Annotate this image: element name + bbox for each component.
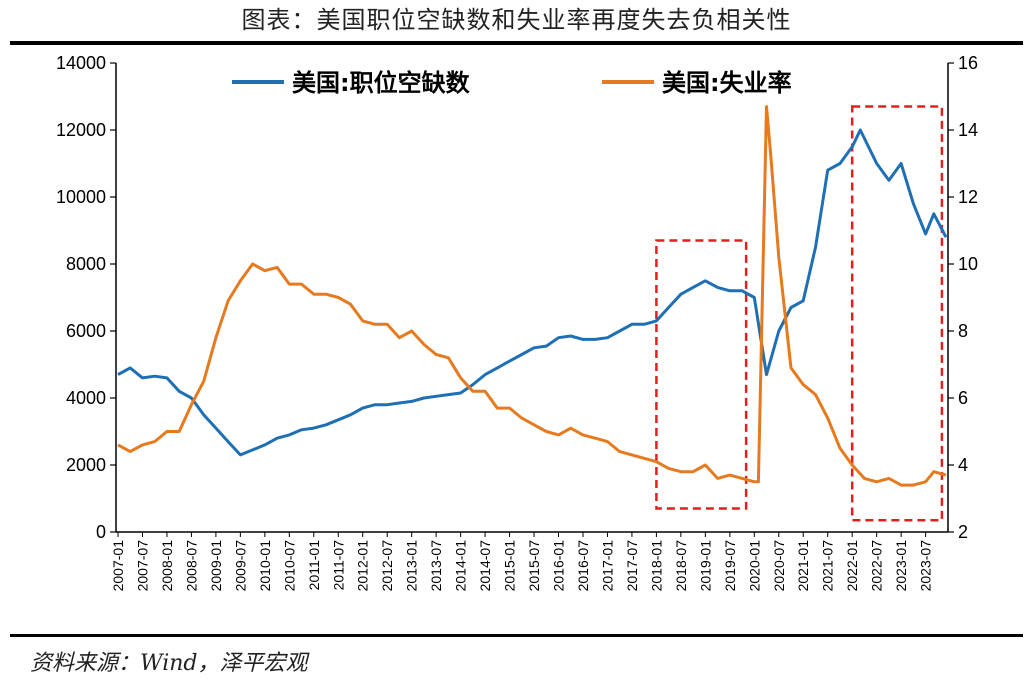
- left-tick-label: 10000: [56, 187, 106, 207]
- x-tick-label: 2017-01: [599, 540, 615, 592]
- legend-label: 美国:失业率: [662, 69, 792, 97]
- right-tick-label: 10: [958, 254, 978, 274]
- x-tick-label: 2016-07: [575, 540, 591, 592]
- left-tick-label: 6000: [66, 321, 106, 341]
- x-tick-label: 2012-07: [379, 540, 395, 592]
- left-tick-label: 0: [96, 522, 106, 542]
- line-chart: 0 2000 4000 6000 8000 10000 12000 14000 2 4 6 8 10 12…: [56, 53, 978, 591]
- right-tick-label: 2: [958, 522, 968, 542]
- x-tick-label: 2015-01: [502, 540, 518, 592]
- x-tick-label: 2014-07: [477, 540, 493, 592]
- unemployment-rate-line: [117, 105, 947, 487]
- x-tick-label: 2007-01: [110, 540, 126, 592]
- page-title: 图表：美国职位空缺数和失业率再度失去负相关性: [241, 6, 792, 34]
- x-tick-label: 2017-07: [624, 540, 640, 592]
- x-tick-label: 2020-07: [771, 540, 787, 592]
- x-tick-label: 2022-01: [844, 540, 860, 592]
- x-tick-label: 2019-01: [697, 540, 713, 592]
- footer-rule: [10, 634, 1023, 637]
- right-tick-label: 12: [958, 187, 978, 207]
- x-tick-label: 2011-07: [330, 540, 346, 591]
- legend-label: 美国:职位空缺数: [292, 69, 471, 97]
- source-note: 资料来源：Wind，泽平宏观: [30, 651, 308, 676]
- x-tick-label: 2021-07: [820, 540, 836, 592]
- x-tick-label: 2013-07: [428, 540, 444, 592]
- x-tick-label: 2009-01: [208, 540, 224, 592]
- x-tick-label: 2012-01: [355, 540, 371, 592]
- highlight-dashed-box: [850, 105, 944, 522]
- x-tick-label: 2011-01: [306, 540, 322, 591]
- x-tick-label: 2010-07: [281, 540, 297, 592]
- chart-axes: 0 2000 4000 6000 8000 10000 12000 14000 2 4 6 8 10 12…: [56, 53, 978, 591]
- x-tick-label: 2014-01: [453, 540, 469, 592]
- chart-series: [117, 105, 948, 487]
- x-tick-label: 2019-07: [722, 540, 738, 592]
- x-tick-label: 2015-07: [526, 540, 542, 592]
- right-tick-label: 8: [958, 321, 968, 341]
- title-rule: [10, 41, 1023, 45]
- x-tick-label: 2023-07: [918, 540, 934, 592]
- chart-legend: 美国:职位空缺数 美国:失业率: [232, 69, 792, 97]
- x-tick-label: 2016-01: [551, 540, 567, 592]
- x-tick-label: 2018-01: [648, 540, 664, 592]
- chart-annotations: [655, 105, 944, 522]
- x-tick-label: 2018-07: [673, 540, 689, 592]
- left-tick-label: 14000: [56, 53, 106, 73]
- right-tick-label: 16: [958, 53, 978, 73]
- left-tick-label: 2000: [66, 455, 106, 475]
- right-tick-label: 14: [958, 120, 978, 140]
- left-tick-label: 8000: [66, 254, 106, 274]
- x-tick-label: 2013-01: [404, 540, 420, 592]
- left-tick-label: 12000: [56, 120, 106, 140]
- x-tick-label: 2023-01: [893, 540, 909, 592]
- x-tick-label: 2010-01: [257, 540, 273, 592]
- x-tick-label: 2022-07: [869, 540, 885, 592]
- right-tick-label: 4: [958, 455, 968, 475]
- right-tick-label: 6: [958, 388, 968, 408]
- job-openings-line: [117, 128, 948, 457]
- x-tick-label: 2008-01: [159, 540, 175, 592]
- x-tick-label: 2007-07: [134, 540, 150, 592]
- left-tick-label: 4000: [66, 388, 106, 408]
- x-tick-label: 2009-07: [232, 540, 248, 592]
- x-tick-label: 2008-07: [183, 540, 199, 592]
- highlight-dashed-box: [655, 239, 748, 510]
- x-tick-label: 2020-01: [746, 540, 762, 592]
- x-tick-label: 2021-01: [795, 540, 811, 592]
